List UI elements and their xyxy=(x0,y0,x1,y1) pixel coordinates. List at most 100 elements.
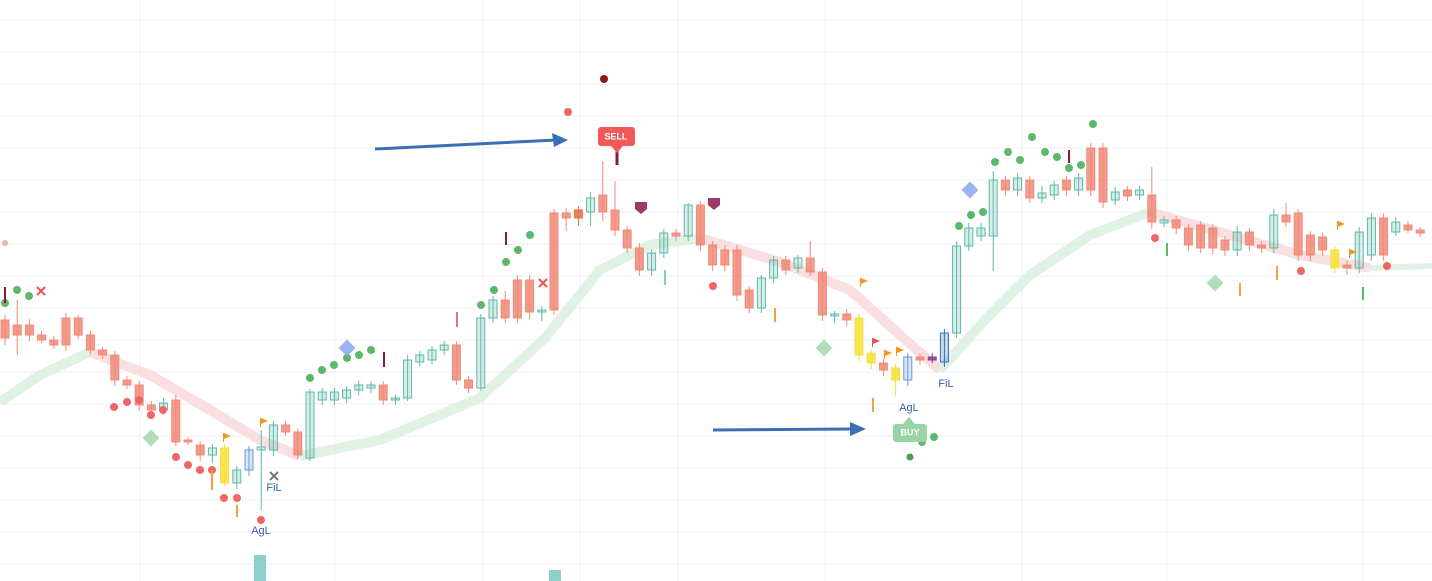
signal-dot xyxy=(1077,161,1085,169)
signal-dot xyxy=(1383,262,1391,270)
candle-body xyxy=(439,344,449,351)
signal-dot xyxy=(25,292,33,300)
candle-body xyxy=(1147,194,1157,223)
candle-body xyxy=(866,352,876,364)
candle-body xyxy=(98,349,108,356)
signal-diamond xyxy=(961,181,979,199)
signal-dot xyxy=(13,286,21,294)
signal-dot xyxy=(184,461,192,469)
signal-dot xyxy=(306,374,314,382)
candle-body xyxy=(952,245,962,334)
signal-dot xyxy=(343,354,351,362)
candle-body xyxy=(195,444,205,456)
candle-body xyxy=(49,339,59,346)
signal-flag xyxy=(1349,249,1357,258)
signal-markers xyxy=(1,75,1391,524)
signal-dot xyxy=(135,396,143,404)
signal-dot xyxy=(1065,164,1073,172)
signal-dot xyxy=(991,158,999,166)
candle-body xyxy=(1415,229,1425,234)
candle-body xyxy=(268,424,278,451)
candle-body xyxy=(1269,214,1279,249)
candle-body xyxy=(1110,191,1120,201)
signal-dot xyxy=(1016,156,1024,164)
sell-text: SELL xyxy=(604,131,628,141)
candle-body xyxy=(1183,227,1193,246)
candle-body xyxy=(744,289,754,309)
candle-body xyxy=(1061,179,1071,191)
candle-body xyxy=(964,227,974,247)
candle-body xyxy=(927,356,937,361)
candle-body xyxy=(24,324,34,336)
buy-text: BUY xyxy=(900,427,919,437)
signal-dot xyxy=(318,366,326,374)
candle-body xyxy=(1244,231,1254,246)
candle-body xyxy=(842,313,852,321)
signal-dot xyxy=(490,286,498,294)
signal-flag xyxy=(884,350,892,359)
candle-body xyxy=(854,317,864,356)
candle-body xyxy=(915,356,925,361)
candle-body xyxy=(451,344,461,381)
signal-dot xyxy=(979,208,987,216)
signal-text: AgL xyxy=(899,402,919,414)
candle-body xyxy=(244,449,254,471)
ma-band-bull xyxy=(0,347,93,407)
candle-body xyxy=(1159,219,1169,224)
candle-body xyxy=(1171,219,1181,229)
signal-dot xyxy=(1053,153,1061,161)
candle-body xyxy=(756,277,766,309)
buy-label: BUY xyxy=(893,417,927,442)
candle-body xyxy=(598,194,608,213)
candle-body xyxy=(610,209,620,231)
signal-flag xyxy=(896,347,904,356)
candle-body xyxy=(659,232,669,254)
candle-body xyxy=(939,332,949,363)
signal-dot xyxy=(709,282,717,290)
candle-body xyxy=(366,384,376,389)
signal-dot xyxy=(1151,234,1159,242)
signal-dot xyxy=(1089,120,1097,128)
candle-body xyxy=(525,279,535,313)
candle-body xyxy=(561,212,571,219)
candle-body xyxy=(537,309,547,313)
candle-body xyxy=(878,362,888,371)
candle-body xyxy=(171,399,181,443)
signal-dot xyxy=(477,301,485,309)
signal-dot xyxy=(930,433,938,441)
candle-body xyxy=(317,391,327,401)
candle-body xyxy=(134,384,144,406)
candle-body xyxy=(708,244,718,266)
signal-dot xyxy=(233,494,241,502)
candle-body xyxy=(415,354,425,363)
candle-body xyxy=(817,271,827,316)
candle-body xyxy=(1086,147,1096,191)
ma-band-bull xyxy=(1369,263,1432,271)
signal-shield xyxy=(635,202,647,214)
candle-body xyxy=(1354,231,1364,269)
volume-bar xyxy=(254,555,266,581)
signal-dot xyxy=(1028,133,1036,141)
candle-body xyxy=(146,404,156,411)
candle-body xyxy=(305,391,315,459)
candle-body xyxy=(586,197,596,213)
candle-body xyxy=(110,354,120,381)
candle-body xyxy=(1000,179,1010,191)
candle-body xyxy=(1281,214,1291,223)
candle-body xyxy=(500,299,510,319)
candle-body xyxy=(512,279,522,319)
signal-dot xyxy=(2,240,8,246)
signal-dot xyxy=(906,453,914,461)
signal-text: AgL xyxy=(251,525,271,537)
candle-body xyxy=(256,446,266,451)
candle-body xyxy=(622,229,632,249)
candle-body xyxy=(1122,189,1132,197)
candles xyxy=(0,143,1425,510)
candle-body xyxy=(976,227,986,237)
candle-body xyxy=(732,249,742,296)
signal-cross xyxy=(269,471,279,481)
candle-body xyxy=(378,384,388,401)
signal-dot xyxy=(514,246,522,254)
